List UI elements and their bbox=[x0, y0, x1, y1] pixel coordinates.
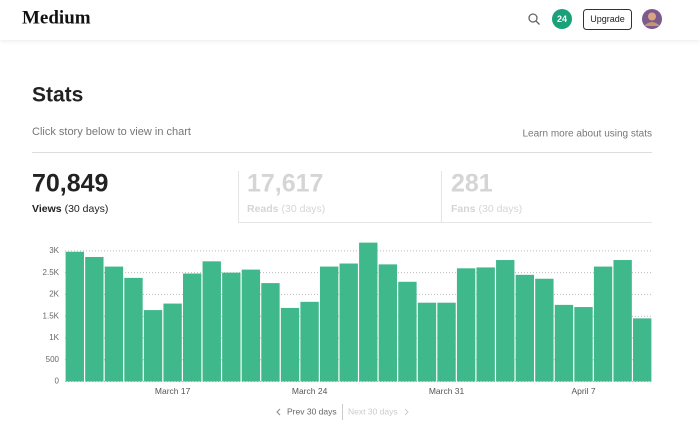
y-tick-label: 2.5K bbox=[43, 268, 60, 277]
stat-period: (30 days) bbox=[479, 203, 523, 215]
stat-name: Reads bbox=[247, 203, 279, 215]
bar bbox=[398, 281, 417, 382]
bar bbox=[222, 272, 241, 382]
stat-value: 281 bbox=[451, 170, 493, 198]
bar bbox=[202, 261, 221, 382]
pager: Prev 30 days Next 30 days bbox=[276, 404, 409, 420]
badge-count[interactable]: 24 bbox=[557, 14, 567, 24]
bar bbox=[85, 256, 104, 382]
stat-value: 70,849 bbox=[32, 170, 108, 198]
y-tick-label: 1.5K bbox=[43, 311, 60, 320]
x-tick-label: March 31 bbox=[429, 386, 465, 396]
stat-label: Views (30 days) bbox=[32, 203, 108, 215]
next-arrow bbox=[404, 408, 409, 416]
stat-period: (30 days) bbox=[65, 203, 109, 215]
bar bbox=[437, 302, 456, 382]
bar bbox=[476, 267, 495, 382]
stat-label: Reads (30 days) bbox=[247, 203, 325, 215]
bar bbox=[65, 251, 84, 382]
bar bbox=[496, 260, 515, 382]
hint: Click story below to view in chart bbox=[32, 126, 191, 138]
bar bbox=[417, 302, 437, 382]
bar bbox=[456, 268, 476, 382]
bar bbox=[535, 278, 554, 382]
stat-value: 17,617 bbox=[247, 170, 323, 198]
x-tick-label: April 7 bbox=[571, 386, 595, 396]
x-tick-label: March 17 bbox=[155, 386, 191, 396]
bar bbox=[300, 301, 319, 382]
y-tick-label: 2K bbox=[49, 290, 59, 299]
bar bbox=[554, 304, 574, 382]
stat-name: Views bbox=[32, 203, 62, 215]
bar bbox=[280, 307, 300, 382]
bar bbox=[339, 263, 358, 382]
bar bbox=[633, 318, 652, 382]
help-link[interactable]: Learn more about using stats bbox=[522, 129, 652, 140]
bar bbox=[104, 266, 124, 382]
bar bbox=[613, 260, 632, 382]
upgrade-label[interactable]: Upgrade bbox=[590, 14, 625, 24]
bar bbox=[515, 274, 534, 382]
bar bbox=[261, 283, 280, 382]
bar bbox=[183, 273, 202, 382]
bar bbox=[143, 310, 163, 382]
y-tick-label: 3K bbox=[49, 246, 59, 255]
stat-period: (30 days) bbox=[282, 203, 326, 215]
x-tick-label: March 24 bbox=[292, 386, 328, 396]
bar bbox=[378, 264, 398, 382]
page-title: Stats bbox=[32, 84, 83, 107]
bar bbox=[124, 277, 143, 382]
prev-arrow[interactable] bbox=[276, 408, 281, 416]
bar bbox=[359, 242, 378, 382]
bar bbox=[319, 266, 339, 382]
stat-label: Fans (30 days) bbox=[451, 203, 522, 215]
upgrade-button[interactable] bbox=[583, 9, 632, 30]
prev-link[interactable]: Prev 30 days bbox=[287, 406, 337, 416]
y-tick-label: 0 bbox=[55, 377, 60, 386]
bar bbox=[593, 266, 613, 382]
bar bbox=[574, 307, 593, 382]
notification-badge[interactable] bbox=[552, 9, 572, 29]
avatar[interactable] bbox=[642, 9, 662, 29]
y-tick-label: 1K bbox=[49, 333, 59, 342]
bar bbox=[163, 303, 182, 382]
bar bbox=[241, 269, 261, 382]
search-icon[interactable] bbox=[528, 13, 540, 25]
logo[interactable]: Medium bbox=[22, 7, 91, 28]
y-tick-label: 500 bbox=[46, 355, 60, 364]
stat-name: Fans bbox=[451, 203, 476, 215]
next-link: Next 30 days bbox=[348, 406, 398, 416]
